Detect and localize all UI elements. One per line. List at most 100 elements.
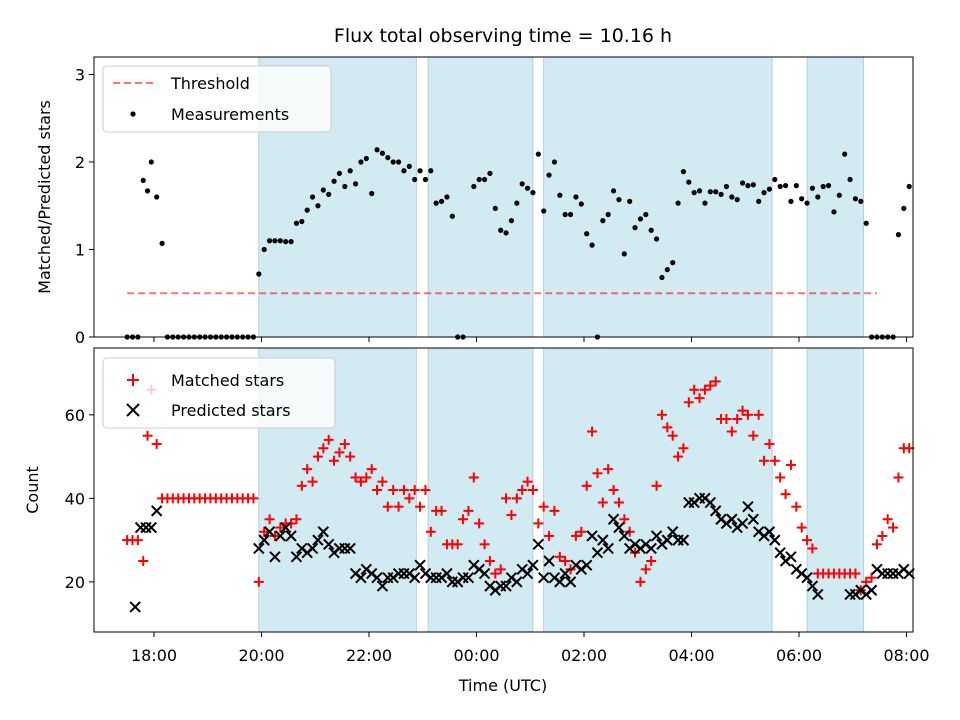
measurement-point bbox=[836, 192, 842, 198]
legend-threshold-label: Threshold bbox=[170, 74, 250, 93]
matched-point bbox=[554, 551, 565, 562]
matched-point bbox=[721, 414, 732, 424]
measurement-point bbox=[573, 194, 579, 200]
matched-point bbox=[361, 472, 372, 483]
predicted-point bbox=[462, 571, 475, 584]
legend-matched-swatch bbox=[127, 374, 139, 386]
measurement-point bbox=[508, 218, 515, 224]
predicted-point bbox=[812, 588, 824, 601]
measurement-point bbox=[809, 185, 816, 191]
top-legend: Threshold Measurements bbox=[102, 65, 332, 133]
measurement-point bbox=[412, 176, 418, 183]
measurement-point bbox=[670, 260, 676, 266]
matched-point bbox=[296, 480, 307, 491]
matched-point bbox=[490, 568, 501, 579]
matched-point bbox=[576, 526, 587, 537]
legend-matched-label: Matched stars bbox=[171, 371, 284, 390]
x-tick-label: 18:00 bbox=[131, 646, 177, 665]
measurement-point bbox=[476, 176, 482, 183]
measurement-point bbox=[363, 155, 369, 162]
observing-window-band bbox=[427, 347, 534, 633]
measurement-point bbox=[605, 211, 611, 218]
measurement-point bbox=[530, 190, 536, 196]
matched-point bbox=[517, 485, 528, 495]
matched-point bbox=[404, 493, 415, 504]
matched-point bbox=[501, 493, 512, 504]
matched-point bbox=[689, 384, 700, 395]
measurement-point bbox=[358, 159, 364, 165]
predicted-point bbox=[408, 571, 421, 584]
measurement-point bbox=[481, 176, 488, 183]
matched-point bbox=[759, 455, 770, 466]
predicted-points bbox=[129, 492, 915, 613]
predicted-point bbox=[645, 542, 657, 555]
matched-point bbox=[318, 443, 329, 454]
matched-point bbox=[312, 451, 323, 462]
predicted-point bbox=[559, 567, 571, 580]
matched-point bbox=[307, 476, 318, 487]
measurement-point bbox=[632, 225, 638, 231]
measurement-point bbox=[610, 188, 617, 194]
matched-point bbox=[619, 514, 630, 525]
matched-point bbox=[673, 451, 684, 462]
predicted-point bbox=[150, 505, 163, 517]
measurement-point bbox=[756, 198, 762, 204]
predicted-point bbox=[865, 584, 878, 596]
measurement-point bbox=[906, 183, 912, 190]
matched-point bbox=[877, 530, 888, 541]
top-axes-frame bbox=[93, 56, 914, 338]
matched-point bbox=[468, 472, 479, 483]
matched-point bbox=[138, 556, 149, 566]
bottom-x-ticks: 18:00 20:00 22:00 00:00 02:00 04:00 06:00 08:00 bbox=[131, 632, 930, 665]
measurement-point bbox=[578, 201, 584, 207]
predicted-point bbox=[258, 534, 270, 546]
measurement-point bbox=[772, 176, 778, 183]
measurement-point bbox=[315, 203, 321, 209]
matched-point bbox=[259, 526, 270, 537]
measurement-point bbox=[589, 242, 595, 248]
predicted-point bbox=[134, 521, 147, 534]
measurement-point bbox=[277, 238, 283, 244]
y-tick-label: 20 bbox=[65, 573, 85, 592]
measurement-point bbox=[847, 176, 853, 183]
measurement-point bbox=[637, 216, 644, 222]
measurement-point bbox=[621, 251, 627, 257]
top-x-ticks bbox=[153, 337, 907, 342]
measurement-point bbox=[782, 183, 789, 189]
top-panel: 0 1 2 3 Matched/Predicted stars Threshold M… bbox=[35, 56, 914, 347]
matched-point bbox=[726, 426, 737, 437]
predicted-point bbox=[355, 571, 367, 584]
y-tick-label: 60 bbox=[65, 406, 85, 425]
measurement-point bbox=[713, 189, 719, 195]
predicted-point bbox=[677, 534, 690, 546]
predicted-point bbox=[661, 534, 674, 546]
predicted-point bbox=[554, 576, 566, 588]
measurement-point bbox=[686, 179, 692, 185]
predicted-point bbox=[726, 513, 738, 525]
matched-point bbox=[506, 510, 517, 521]
measurement-point bbox=[643, 211, 649, 218]
matched-point bbox=[533, 518, 544, 529]
measurement-point bbox=[492, 205, 498, 211]
matched-point bbox=[334, 447, 345, 458]
bottom-legend: Matched stars Predicted stars bbox=[102, 357, 336, 429]
bottom-axes-frame bbox=[93, 347, 914, 633]
bottom-y-axis-label: Count bbox=[23, 466, 42, 514]
matched-point bbox=[807, 543, 818, 554]
y-tick-label: 1 bbox=[75, 241, 85, 260]
measurement-point bbox=[691, 190, 697, 196]
matched-point bbox=[323, 434, 334, 445]
measurement-point bbox=[159, 240, 165, 246]
matched-point bbox=[587, 426, 598, 437]
matched-point bbox=[275, 522, 286, 533]
predicted-point bbox=[742, 500, 754, 513]
matched-point bbox=[253, 576, 264, 587]
observing-window-band bbox=[427, 56, 534, 338]
matched-point bbox=[683, 397, 694, 408]
matched-point bbox=[592, 468, 603, 479]
bottom-panel: 20 40 60 18:00 20:00 22:00 00:00 02:00 04:00 06:… bbox=[23, 347, 930, 695]
predicted-point bbox=[747, 513, 760, 525]
measurement-point bbox=[428, 168, 434, 174]
matched-point bbox=[339, 439, 350, 450]
measurement-point bbox=[788, 198, 794, 204]
